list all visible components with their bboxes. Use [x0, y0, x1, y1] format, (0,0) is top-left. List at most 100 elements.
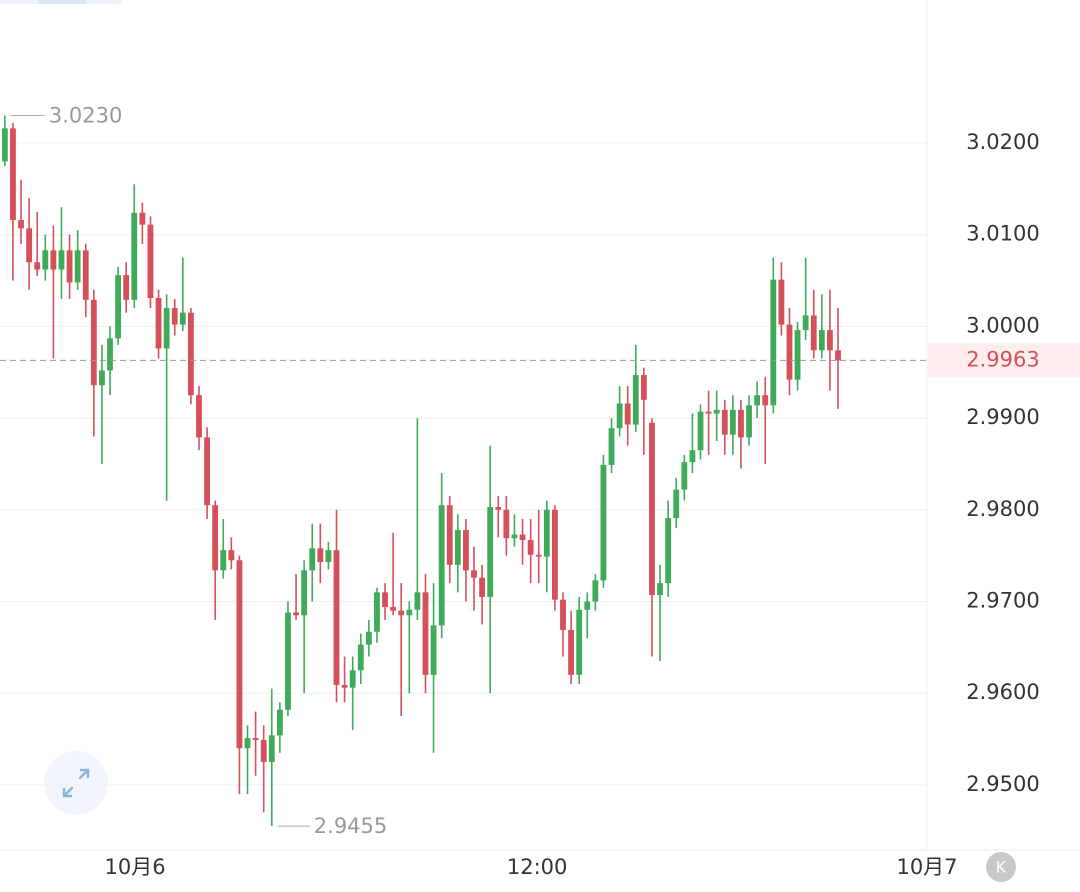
candle-body: [600, 464, 607, 581]
candle-body: [713, 409, 720, 414]
candle-body: [293, 612, 299, 616]
candle-body: [576, 609, 583, 675]
y-tick-label: 2.9700: [966, 589, 1039, 613]
candle-body: [608, 428, 615, 465]
candle-body: [592, 580, 599, 602]
candle-body: [422, 592, 429, 675]
candle-body: [632, 375, 639, 425]
candle-body: [301, 570, 308, 616]
candle-body: [527, 540, 534, 555]
candle-body: [204, 437, 210, 506]
candle-body: [390, 607, 397, 611]
candle-body: [471, 570, 477, 578]
candle-body: [42, 250, 49, 270]
candle-body: [827, 330, 833, 351]
candle-body: [179, 312, 186, 325]
candle-body: [58, 250, 65, 270]
x-tick-label: 12:00: [507, 855, 568, 879]
candle-body: [818, 330, 825, 351]
x-tick-label: 10月7: [896, 855, 957, 879]
candle-body: [487, 507, 494, 597]
candle-body: [268, 735, 275, 762]
candle-body: [236, 560, 243, 749]
candle-body: [139, 212, 146, 225]
candle-body: [228, 550, 235, 561]
candle-body: [746, 405, 752, 438]
candle-body: [66, 250, 73, 283]
candle-body: [349, 670, 356, 688]
candle-body: [252, 738, 259, 740]
candle-body: [495, 507, 502, 510]
candle-body: [163, 308, 170, 349]
y-tick-label: 2.9900: [966, 405, 1039, 429]
y-tick-label: 2.9600: [966, 680, 1039, 704]
candle-body: [705, 411, 712, 414]
candle-body: [794, 330, 801, 380]
high-label: 3.0230: [49, 104, 122, 128]
candle-body: [430, 625, 437, 675]
candle-body: [454, 529, 461, 565]
candle-body: [317, 548, 324, 563]
candle-body: [244, 738, 251, 749]
candle-body: [26, 228, 33, 263]
last-price-label: 2.9963: [966, 347, 1039, 371]
k-button[interactable]: K: [986, 852, 1016, 882]
candle-body: [673, 489, 680, 519]
candle-body: [463, 529, 469, 571]
candle-body: [446, 505, 453, 565]
low-label: 2.9455: [314, 814, 387, 838]
candle-body: [212, 505, 219, 571]
candle-body: [414, 592, 421, 610]
candle-body: [155, 298, 162, 349]
candle-body: [649, 422, 655, 596]
grid: [0, 142, 927, 786]
expand-button[interactable]: [44, 751, 108, 815]
candle-body: [82, 250, 89, 300]
y-tick-label: 3.0100: [966, 222, 1039, 246]
candle-body: [810, 315, 817, 351]
candle-body: [721, 409, 728, 435]
candle-body: [786, 324, 793, 380]
candle-body: [640, 375, 647, 400]
k-circle: [986, 852, 1016, 882]
candle-body: [729, 409, 736, 435]
candle-body: [438, 505, 445, 626]
candle-body: [357, 644, 364, 671]
last-price-badge: [928, 343, 1080, 378]
candle-body: [560, 599, 566, 630]
y-tick-label: 3.0000: [966, 313, 1039, 337]
y-tick-label: 2.9500: [966, 772, 1039, 796]
candle-body: [107, 338, 113, 371]
candle-body: [74, 250, 81, 283]
expand-circle: [44, 751, 108, 815]
candle-body: [10, 128, 16, 221]
candle-body: [543, 509, 550, 557]
candle-body: [333, 550, 340, 685]
candle-body: [309, 548, 316, 571]
candle-body: [220, 550, 227, 571]
candle-body: [406, 609, 413, 616]
candle-body: [511, 534, 518, 539]
candle-body: [689, 450, 696, 463]
k-label: K: [996, 858, 1007, 877]
candle-body: [285, 612, 291, 710]
candle-body: [260, 739, 267, 762]
candle-body: [681, 462, 688, 490]
candle-body: [147, 224, 154, 299]
y-tick-label: 2.9800: [966, 497, 1039, 521]
candle-body: [34, 262, 41, 270]
candle-body: [835, 350, 841, 361]
y-tick-label: 3.0200: [966, 130, 1039, 154]
candle-body: [762, 395, 769, 406]
candle-body: [624, 403, 631, 425]
candle-body: [341, 684, 348, 688]
candle-body: [770, 279, 777, 406]
candle-body: [18, 220, 24, 229]
candle-body: [1, 128, 8, 162]
candle-body: [90, 299, 97, 386]
candle-body: [479, 577, 486, 597]
x-tick-label: 10月6: [105, 855, 166, 879]
candle-body: [50, 250, 57, 270]
candle-body: [519, 534, 526, 541]
